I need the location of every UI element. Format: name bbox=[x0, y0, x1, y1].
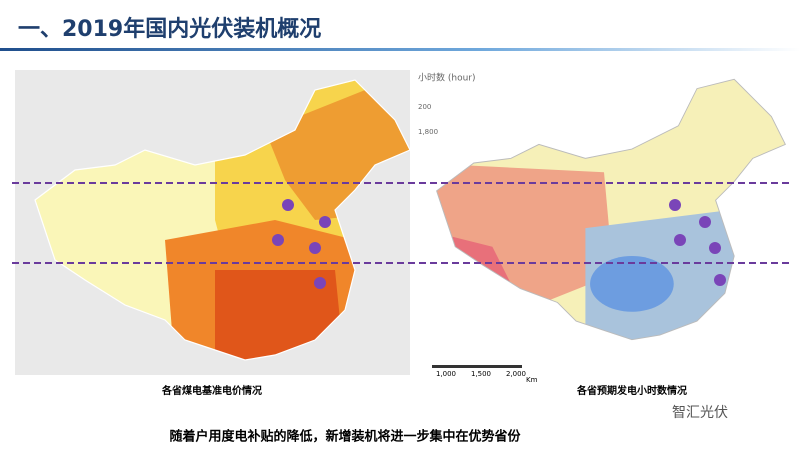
legend-label: 200 bbox=[418, 103, 431, 111]
scale-label: 1,500 bbox=[471, 370, 491, 378]
map-right bbox=[418, 70, 790, 368]
marker bbox=[272, 234, 284, 246]
markers bbox=[272, 199, 726, 289]
legend-title: 小时数 (hour) bbox=[418, 72, 476, 84]
scale-label: 1,000 bbox=[436, 370, 456, 378]
watermark: 智汇光伏 bbox=[672, 405, 728, 421]
marker bbox=[669, 199, 681, 211]
marker bbox=[282, 199, 294, 211]
title: 一、2019年国内光伏装机概况 bbox=[18, 16, 321, 42]
caption: 各省预期发电小时数情况 bbox=[576, 384, 687, 397]
footer-text: 随着户用度电补贴的降低，新增装机将进一步集中在优势省份 bbox=[169, 429, 521, 445]
marker bbox=[709, 242, 721, 254]
marker bbox=[314, 277, 326, 289]
region bbox=[590, 256, 674, 312]
marker bbox=[674, 234, 686, 246]
scale-bar bbox=[432, 365, 522, 368]
title-rule bbox=[0, 48, 800, 51]
marker bbox=[319, 216, 331, 228]
marker bbox=[309, 242, 321, 254]
map-left bbox=[15, 70, 411, 375]
marker bbox=[714, 274, 726, 286]
scale-unit: Km bbox=[526, 376, 538, 384]
scale-label: 2,000 bbox=[506, 370, 526, 378]
marker bbox=[699, 216, 711, 228]
legend-label: 1,800 bbox=[418, 128, 438, 136]
caption: 各省煤电基准电价情况 bbox=[161, 384, 262, 397]
